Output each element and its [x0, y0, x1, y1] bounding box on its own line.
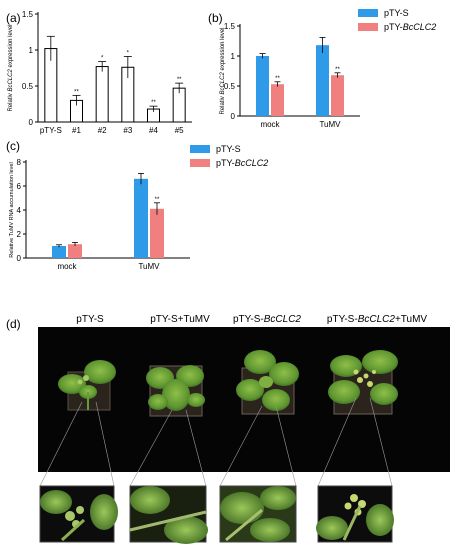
zoom-inset-2 — [129, 485, 208, 544]
y-tick-label: 0.5 — [224, 82, 236, 91]
y-tick-label: 1.5 — [224, 22, 236, 31]
panel-c-letter: (c) — [6, 139, 20, 153]
y-tick-label: 1 — [29, 46, 34, 55]
y-tick-label: 0 — [231, 112, 236, 121]
photo-title-3: pTY-S-BcCLC2 — [233, 314, 301, 325]
y-tick-label: 0.5 — [22, 82, 34, 91]
bar — [52, 246, 66, 258]
significance-label: ** — [177, 77, 182, 83]
bar — [134, 178, 148, 258]
y-tick-label: 2 — [17, 230, 22, 239]
x-tick-label: mock — [57, 262, 77, 271]
significance-label: * — [127, 50, 130, 56]
x-tick-label: #2 — [98, 126, 107, 135]
panel-d: (d) pTY-S pTY-S+TuMV pTY-S-BcCLC2 pTY-S-… — [6, 314, 450, 544]
y-axis-label: Relativ BcCLC2 expression level — [8, 24, 14, 111]
photo-title-4: pTY-S-BcCLC2+TuMV — [327, 314, 427, 325]
x-tick-label: mock — [260, 120, 280, 129]
legend-label: pTY-BcCLC2 — [384, 22, 436, 32]
panel-d-letter: (d) — [6, 317, 21, 331]
zoom-inset-3 — [219, 485, 297, 543]
significance-label: ** — [74, 89, 79, 95]
zoom-inset-4 — [316, 485, 394, 543]
legend-swatch — [358, 23, 378, 31]
bar — [256, 56, 269, 116]
significance-label: ** — [275, 76, 280, 82]
x-tick-label: #4 — [149, 126, 158, 135]
legend-label: pTY-S — [216, 144, 241, 154]
bar — [68, 244, 82, 258]
y-axis-label: Relativ BcCLC2 expression level — [220, 27, 226, 114]
x-tick-label: #1 — [72, 126, 81, 135]
significance-label: ** — [151, 100, 156, 106]
zoom-connector-lines — [39, 397, 393, 487]
bar — [172, 87, 186, 123]
bar — [95, 66, 109, 123]
x-tick-label: TuMV — [138, 262, 160, 271]
panel-a-axes: 0 0.5 1 1.5 Relativ BcCLC2 expression level — [8, 10, 192, 127]
bar — [271, 84, 284, 116]
x-tick-label: TuMV — [319, 120, 341, 129]
legend-swatch — [190, 159, 210, 167]
panel-a: (a) 0 0.5 1 1.5 Relativ BcCLC2 expression le… — [6, 10, 192, 135]
x-tick-label: pTY-S — [40, 126, 62, 135]
legend-swatch — [358, 9, 378, 17]
significance-label: ** — [155, 197, 160, 203]
panel-b-bars: ** mock ** TuMV — [256, 37, 344, 129]
y-tick-label: 8 — [17, 158, 22, 167]
y-tick-label: 4 — [17, 206, 22, 215]
y-tick-label: 0 — [29, 118, 34, 127]
zoom-inset-1 — [39, 485, 118, 543]
photo-title-2: pTY-S+TuMV — [150, 314, 210, 325]
panel-c-legend: pTY-S pTY-BcCLC2 — [190, 144, 268, 168]
panel-a-letter: (a) — [6, 11, 21, 25]
y-tick-label: 0 — [17, 254, 22, 263]
panel-b-legend: pTY-S pTY-BcCLC2 — [358, 8, 436, 32]
bar — [316, 45, 329, 117]
y-tick-label: 6 — [17, 182, 22, 191]
plant-4-image — [328, 350, 398, 415]
legend-label: pTY-S — [384, 8, 409, 18]
y-axis-label: Relative TuMV RNA accumulation level — [9, 162, 15, 257]
y-tick-label: 1 — [231, 52, 236, 61]
bar — [331, 75, 344, 116]
significance-label: ** — [335, 67, 340, 73]
photo-titles: pTY-S pTY-S+TuMV pTY-S-BcCLC2 pTY-S-BcCL… — [76, 314, 427, 325]
y-tick-label: 1.5 — [22, 10, 34, 19]
panel-c-bars: mock ** TuMV — [52, 172, 164, 271]
x-tick-label: #5 — [175, 126, 184, 135]
significance-label: * — [101, 56, 104, 62]
bar — [150, 208, 164, 258]
legend-swatch — [190, 145, 210, 153]
plant-2-image — [146, 365, 205, 417]
panel-a-bars: pTY-S ** #1 * #2 * #3 ** #4 ** #5 — [40, 35, 186, 135]
legend-label: pTY-BcCLC2 — [216, 158, 268, 168]
panel-b-letter: (b) — [208, 11, 223, 25]
plant-3-image — [236, 350, 299, 415]
plant-1-image — [58, 360, 116, 411]
x-tick-label: #3 — [123, 126, 132, 135]
photo-title-1: pTY-S — [76, 314, 104, 325]
